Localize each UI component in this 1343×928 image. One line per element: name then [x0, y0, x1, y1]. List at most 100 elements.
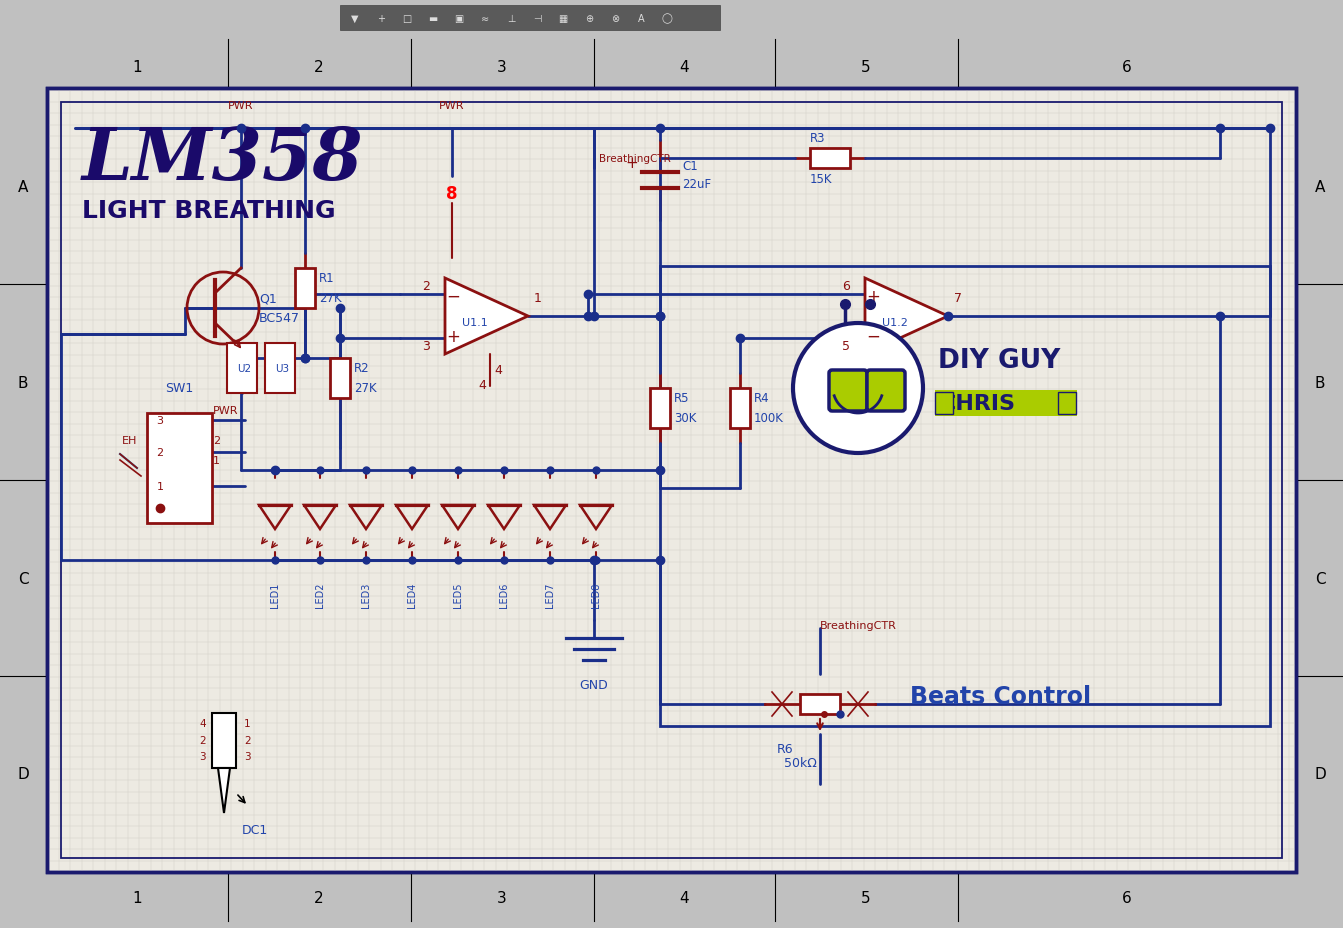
Text: 5: 5 — [861, 59, 870, 74]
Text: −: − — [866, 328, 880, 345]
Bar — [0, 0, 47, 928]
Bar — [810, 148, 850, 169]
Text: LED2: LED2 — [316, 583, 325, 608]
Text: EH: EH — [122, 435, 138, 445]
Text: 1: 1 — [132, 891, 142, 906]
Text: Q1: Q1 — [259, 292, 277, 305]
Text: LED1: LED1 — [270, 583, 279, 608]
Bar — [227, 343, 257, 393]
Bar — [265, 343, 295, 393]
Text: 6: 6 — [842, 280, 850, 293]
Text: 1: 1 — [535, 292, 541, 305]
Text: 3: 3 — [497, 891, 506, 906]
Polygon shape — [218, 768, 230, 813]
Text: ▣: ▣ — [454, 14, 463, 24]
Text: LED7: LED7 — [545, 583, 555, 608]
Bar — [0, 0, 1343, 39]
Bar — [650, 389, 670, 429]
Text: 3: 3 — [497, 59, 506, 74]
Text: 2: 2 — [314, 59, 324, 74]
Text: BC547: BC547 — [259, 312, 299, 325]
Text: +: + — [377, 14, 385, 24]
Text: R4: R4 — [753, 392, 770, 405]
Text: C1: C1 — [682, 161, 698, 174]
Text: CHRIS: CHRIS — [940, 393, 1017, 414]
Text: LED5: LED5 — [453, 583, 463, 608]
Text: R3: R3 — [810, 132, 826, 145]
Text: ▼: ▼ — [352, 14, 359, 24]
Text: LIGHT BREATHING: LIGHT BREATHING — [82, 199, 336, 223]
Text: ≈: ≈ — [481, 14, 489, 24]
Text: PWR: PWR — [439, 101, 465, 110]
Text: 3: 3 — [422, 341, 430, 354]
Text: ⊣: ⊣ — [533, 14, 541, 24]
Bar — [731, 389, 749, 429]
Text: 100K: 100K — [753, 412, 784, 425]
Text: U1.1: U1.1 — [462, 317, 488, 328]
Text: BreathingCTR: BreathingCTR — [599, 154, 670, 164]
Bar — [47, 89, 1296, 872]
Text: 27K: 27K — [355, 382, 376, 395]
Text: A: A — [17, 179, 28, 194]
Text: 1: 1 — [214, 456, 220, 466]
Text: +: + — [866, 288, 880, 305]
Bar — [340, 6, 720, 31]
Text: B: B — [17, 375, 28, 390]
Text: U2: U2 — [236, 364, 251, 374]
Text: A: A — [1315, 179, 1326, 194]
Text: 2: 2 — [199, 735, 205, 745]
Text: A: A — [638, 14, 645, 24]
Text: ▦: ▦ — [559, 14, 568, 24]
Text: PWR: PWR — [214, 406, 239, 416]
Text: R5: R5 — [674, 392, 689, 405]
Bar — [0, 0, 1343, 89]
Text: 1: 1 — [157, 482, 164, 492]
Text: R2: R2 — [355, 362, 369, 375]
Text: ⊥: ⊥ — [506, 14, 516, 24]
Text: 2: 2 — [214, 435, 220, 445]
Text: 4: 4 — [680, 59, 689, 74]
Circle shape — [792, 324, 923, 454]
Bar — [295, 269, 316, 309]
Text: DIY GUY: DIY GUY — [937, 348, 1061, 374]
Text: R6: R6 — [776, 742, 794, 755]
Text: 6: 6 — [1123, 59, 1132, 74]
Text: C: C — [17, 571, 28, 586]
Text: +: + — [626, 155, 638, 171]
Text: 3: 3 — [157, 416, 164, 426]
Polygon shape — [445, 278, 528, 354]
Text: PWR: PWR — [228, 101, 254, 110]
Text: B: B — [1315, 375, 1326, 390]
Bar — [146, 414, 212, 523]
Text: 4: 4 — [494, 364, 502, 377]
Bar — [659, 266, 1270, 727]
Bar — [935, 393, 954, 415]
Text: 6: 6 — [1123, 891, 1132, 906]
Text: 2: 2 — [422, 280, 430, 293]
Text: □: □ — [403, 14, 411, 24]
Text: 27K: 27K — [320, 292, 341, 305]
Bar — [0, 872, 1343, 928]
Bar — [800, 694, 839, 715]
Bar — [47, 89, 1296, 872]
FancyBboxPatch shape — [829, 370, 868, 411]
Text: +: + — [446, 328, 459, 345]
Bar — [935, 391, 1077, 417]
Text: D: D — [1313, 767, 1326, 781]
Text: R1: R1 — [320, 272, 334, 285]
Text: 1: 1 — [244, 718, 251, 728]
Text: D: D — [17, 767, 30, 781]
Text: 8: 8 — [446, 185, 458, 203]
Text: 2: 2 — [314, 891, 324, 906]
Text: C: C — [1315, 571, 1326, 586]
Text: Beats Control: Beats Control — [911, 684, 1091, 708]
Text: 7: 7 — [954, 292, 962, 305]
Text: 2: 2 — [156, 447, 164, 458]
Text: LED8: LED8 — [591, 583, 602, 608]
Text: 3: 3 — [244, 751, 251, 761]
Text: ⊕: ⊕ — [586, 14, 594, 24]
Text: 5: 5 — [842, 341, 850, 354]
Text: 4: 4 — [680, 891, 689, 906]
Text: U1.2: U1.2 — [882, 317, 908, 328]
Bar — [330, 358, 351, 398]
